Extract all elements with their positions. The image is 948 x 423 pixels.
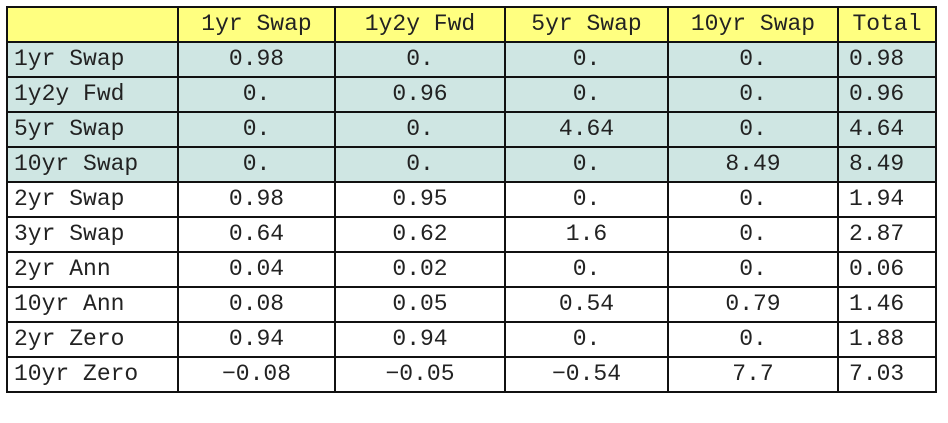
total-cell: 1.88 — [837, 321, 937, 358]
column-header: 5yr Swap — [504, 6, 669, 43]
table-cell: 0. — [177, 76, 336, 113]
table-cell: 0. — [504, 146, 669, 183]
table-cell: 0.62 — [334, 216, 506, 253]
column-header: 10yr Swap — [667, 6, 839, 43]
table-cell: 0. — [504, 251, 669, 288]
table-cell: −0.08 — [177, 356, 336, 393]
column-header: Total — [837, 6, 937, 43]
total-cell: 1.46 — [837, 286, 937, 323]
row-label: 10yr Ann — [6, 286, 179, 323]
row-label: 10yr Zero — [6, 356, 179, 393]
table-cell: 7.7 — [667, 356, 839, 393]
table-row: 5yr Swap 0. 0. 4.64 0. 4.64 — [6, 111, 937, 148]
column-header: 1yr Swap — [177, 6, 336, 43]
row-label: 10yr Swap — [6, 146, 179, 183]
total-cell: 1.94 — [837, 181, 937, 218]
table-row: 10yr Ann 0.08 0.05 0.54 0.79 1.46 — [6, 286, 937, 323]
row-label: 5yr Swap — [6, 111, 179, 148]
table-cell: 0.54 — [504, 286, 669, 323]
table-row: 3yr Swap 0.64 0.62 1.6 0. 2.87 — [6, 216, 937, 253]
table-cell: −0.54 — [504, 356, 669, 393]
table-cell: 0. — [334, 146, 506, 183]
table-cell: −0.05 — [334, 356, 506, 393]
table-cell: 0.94 — [334, 321, 506, 358]
table-cell: 0. — [177, 146, 336, 183]
table-cell: 0. — [667, 181, 839, 218]
total-cell: 0.96 — [837, 76, 937, 113]
table-cell: 4.64 — [504, 111, 669, 148]
header-row: 1yr Swap 1y2y Fwd 5yr Swap 10yr Swap Tot… — [6, 6, 937, 43]
table-cell: 0.02 — [334, 251, 506, 288]
total-cell: 2.87 — [837, 216, 937, 253]
corner-cell — [6, 6, 179, 43]
row-label: 3yr Swap — [6, 216, 179, 253]
table-row: 1y2y Fwd 0. 0.96 0. 0. 0.96 — [6, 76, 937, 113]
table-cell: 0.08 — [177, 286, 336, 323]
table-cell: 0. — [667, 251, 839, 288]
row-label: 1y2y Fwd — [6, 76, 179, 113]
table-cell: 8.49 — [667, 146, 839, 183]
table-cell: 0.98 — [177, 41, 336, 78]
total-cell: 0.06 — [837, 251, 937, 288]
table-row: 2yr Zero 0.94 0.94 0. 0. 1.88 — [6, 321, 937, 358]
total-cell: 8.49 — [837, 146, 937, 183]
table-cell: 0. — [667, 41, 839, 78]
table-cell: 0. — [667, 76, 839, 113]
table-cell: 0. — [667, 216, 839, 253]
table-cell: 0. — [334, 41, 506, 78]
data-table: 1yr Swap 1y2y Fwd 5yr Swap 10yr Swap Tot… — [6, 6, 937, 393]
table-cell: 0.64 — [177, 216, 336, 253]
table-cell: 0.95 — [334, 181, 506, 218]
table-cell: 0.05 — [334, 286, 506, 323]
table-cell: 0. — [504, 321, 669, 358]
table-cell: 0. — [504, 41, 669, 78]
column-header: 1y2y Fwd — [334, 6, 506, 43]
table-cell: 0.94 — [177, 321, 336, 358]
table-cell: 0. — [334, 111, 506, 148]
row-label: 2yr Zero — [6, 321, 179, 358]
table-cell: 0.96 — [334, 76, 506, 113]
table-cell: 0. — [504, 181, 669, 218]
table-cell: 0. — [177, 111, 336, 148]
row-label: 2yr Ann — [6, 251, 179, 288]
table-row: 2yr Ann 0.04 0.02 0. 0. 0.06 — [6, 251, 937, 288]
total-cell: 4.64 — [837, 111, 937, 148]
table-row: 10yr Zero −0.08 −0.05 −0.54 7.7 7.03 — [6, 356, 937, 393]
table-cell: 0. — [667, 111, 839, 148]
table-cell: 0.79 — [667, 286, 839, 323]
table-cell: 1.6 — [504, 216, 669, 253]
total-cell: 7.03 — [837, 356, 937, 393]
table-cell: 0.98 — [177, 181, 336, 218]
table-row: 1yr Swap 0.98 0. 0. 0. 0.98 — [6, 41, 937, 78]
table-cell: 0. — [667, 321, 839, 358]
row-label: 1yr Swap — [6, 41, 179, 78]
table-row: 10yr Swap 0. 0. 0. 8.49 8.49 — [6, 146, 937, 183]
table-row: 2yr Swap 0.98 0.95 0. 0. 1.94 — [6, 181, 937, 218]
table-cell: 0. — [504, 76, 669, 113]
table-cell: 0.04 — [177, 251, 336, 288]
total-cell: 0.98 — [837, 41, 937, 78]
row-label: 2yr Swap — [6, 181, 179, 218]
